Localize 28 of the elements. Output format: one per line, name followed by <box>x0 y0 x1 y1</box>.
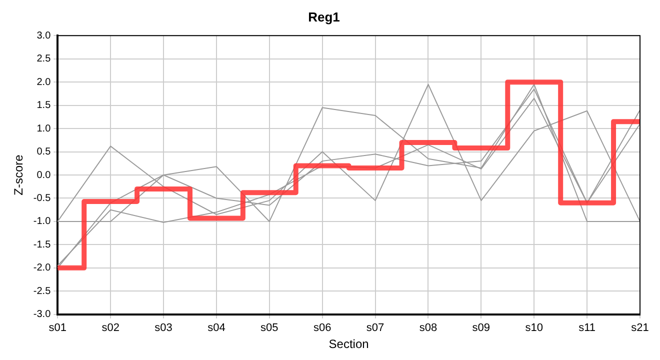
y-tick-label: -2.0 <box>33 262 52 274</box>
y-tick-label: 2.0 <box>36 76 52 88</box>
y-tick-label: -1.5 <box>33 239 52 250</box>
x-tick-label: s03 <box>154 322 172 334</box>
x-axis-title: Section <box>328 337 369 352</box>
y-tick-label: -0.5 <box>33 192 52 204</box>
y-tick-label: -2.5 <box>33 286 52 297</box>
chart-title: Reg1 <box>308 9 340 24</box>
y-tick-label: 2.5 <box>36 54 52 65</box>
x-tick-label: s08 <box>419 322 438 334</box>
y-tick-label: 1.0 <box>36 123 52 134</box>
x-tick-label: s10 <box>525 322 543 334</box>
x-tick-label: s07 <box>366 322 384 334</box>
x-tick-label: s02 <box>102 322 120 334</box>
x-tick-label: s06 <box>313 322 332 334</box>
y-tick-label: 3.0 <box>36 30 52 42</box>
x-tick-label: s11 <box>578 322 596 334</box>
x-tick-label: s04 <box>208 322 226 334</box>
x-tick-label: s21 <box>631 322 649 334</box>
x-tick-label: s09 <box>472 322 490 334</box>
y-tick-label: 0.5 <box>36 146 52 158</box>
x-tick-label: s01 <box>48 322 67 334</box>
y-tick-label: 1.5 <box>36 100 52 112</box>
x-tick-label: s05 <box>260 322 278 334</box>
y-tick-label: -3.0 <box>33 309 52 320</box>
y-axis-title: Z-score <box>12 154 26 196</box>
y-tick-label: 0.0 <box>36 170 52 181</box>
y-tick-label: -1.0 <box>33 216 52 228</box>
